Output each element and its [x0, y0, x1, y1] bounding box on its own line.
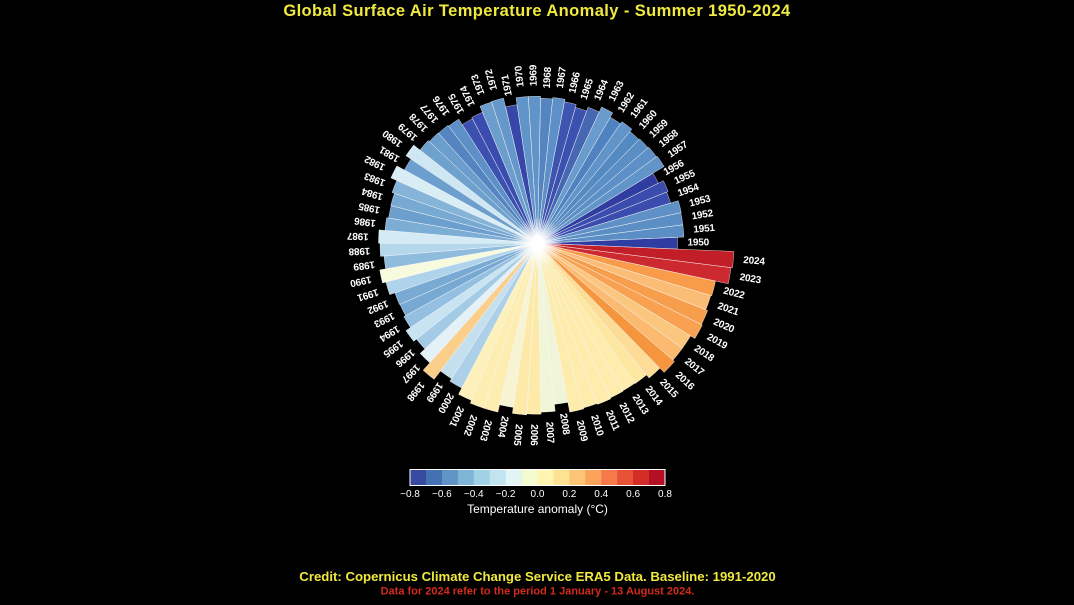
svg-text:2006: 2006: [528, 424, 539, 446]
svg-text:0.2: 0.2: [562, 489, 576, 500]
svg-text:0.4: 0.4: [594, 489, 608, 500]
svg-text:1989: 1989: [352, 258, 375, 272]
svg-text:2008: 2008: [557, 413, 571, 436]
svg-text:1969: 1969: [528, 64, 539, 86]
svg-text:1966: 1966: [567, 71, 583, 95]
svg-text:1952: 1952: [691, 208, 715, 223]
svg-text:0.6: 0.6: [626, 489, 640, 500]
svg-text:2024: 2024: [743, 255, 766, 268]
svg-text:1950: 1950: [688, 238, 710, 249]
svg-text:−0.8: −0.8: [400, 489, 420, 500]
svg-text:1970: 1970: [513, 65, 526, 88]
svg-text:0.8: 0.8: [658, 489, 672, 500]
svg-text:1985: 1985: [357, 200, 381, 215]
svg-text:Temperature anomaly (°C): Temperature anomaly (°C): [467, 502, 608, 516]
svg-text:Global Surface Air Temperature: Global Surface Air Temperature Anomaly -…: [283, 2, 791, 20]
svg-text:1951: 1951: [693, 223, 716, 236]
svg-text:1967: 1967: [555, 66, 569, 89]
svg-text:Credit: Copernicus Climate Cha: Credit: Copernicus Climate Change Servic…: [299, 569, 775, 584]
svg-text:1968: 1968: [542, 66, 554, 89]
svg-text:2009: 2009: [574, 419, 590, 443]
svg-text:1953: 1953: [688, 193, 712, 209]
svg-text:−0.2: −0.2: [496, 489, 516, 500]
svg-text:−0.4: −0.4: [464, 489, 484, 500]
svg-text:0.0: 0.0: [531, 489, 545, 500]
svg-text:1986: 1986: [353, 215, 376, 229]
svg-text:1990: 1990: [348, 273, 372, 288]
svg-text:2007: 2007: [543, 422, 555, 445]
svg-text:2004: 2004: [495, 415, 510, 439]
svg-text:−0.6: −0.6: [432, 489, 452, 500]
svg-text:2023: 2023: [739, 272, 763, 287]
svg-text:2005: 2005: [511, 424, 524, 447]
svg-text:2022: 2022: [722, 286, 746, 302]
svg-text:1988: 1988: [348, 245, 371, 257]
svg-text:1987: 1987: [346, 230, 369, 242]
svg-text:Data for 2024 refer to the per: Data for 2024 refer to the period 1 Janu…: [381, 586, 695, 598]
svg-text:1971: 1971: [500, 73, 515, 97]
